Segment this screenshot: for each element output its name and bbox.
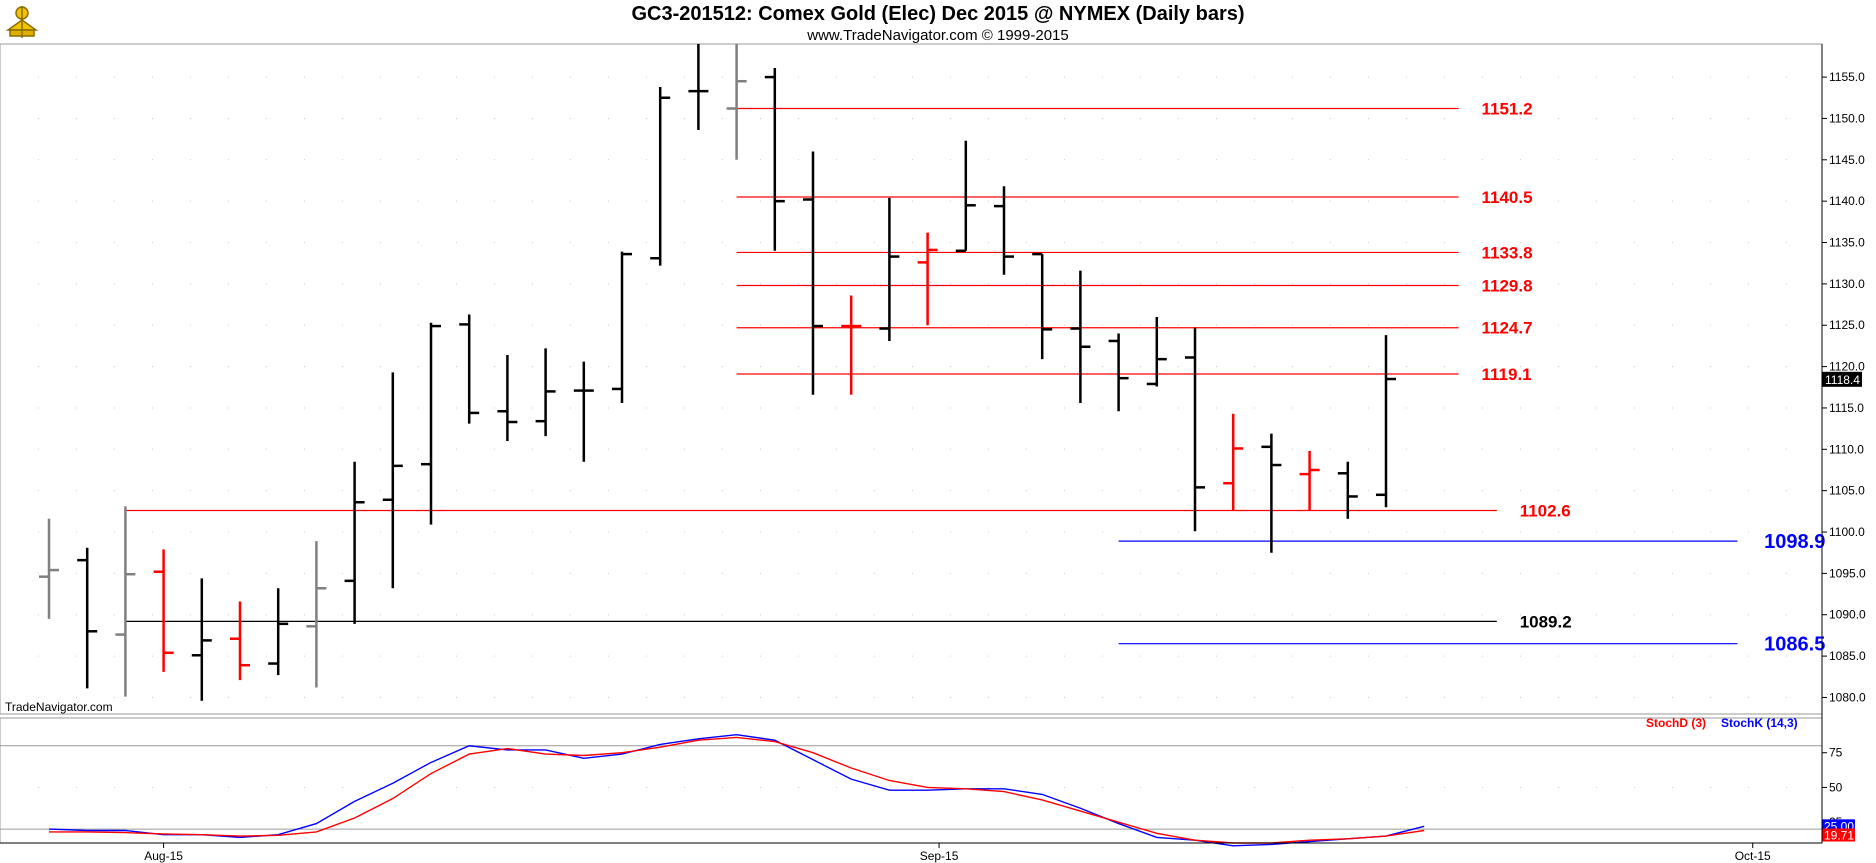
legend-stochk: StochK (14,3): [1721, 716, 1798, 730]
ohlc-bar: [344, 461, 365, 624]
price-tick-label: 1105.0: [1829, 484, 1865, 498]
level-label: 1102.6: [1520, 502, 1571, 521]
ohlc-bar: [115, 506, 136, 697]
ohlc-bar: [1223, 413, 1244, 511]
price-tick-label: 1120.0: [1829, 360, 1865, 374]
ohlc-bar: [1299, 450, 1320, 511]
ohlc-bar: [955, 140, 976, 253]
ohlc-bar: [1146, 316, 1167, 387]
x-tick-label: Oct-15: [1735, 849, 1771, 863]
level-label: 1086.5: [1764, 634, 1825, 656]
ohlc-bar: [1261, 433, 1282, 553]
ohlc-bar: [153, 549, 174, 672]
ohlc-bar: [1070, 270, 1091, 403]
ohlc-bar: [497, 355, 518, 442]
ohlc-bar: [1032, 252, 1053, 360]
ohlc-bar: [1185, 327, 1205, 532]
x-tick-label: Sep-15: [920, 849, 959, 863]
ohlc-bar: [841, 295, 862, 395]
level-label: 1133.8: [1482, 243, 1533, 262]
stochastic-panel-frame: [0, 717, 1823, 844]
ohlc-bar: [306, 541, 327, 688]
ohlc-bar: [994, 186, 1014, 275]
price-tick-label: 1110.0: [1829, 442, 1864, 456]
price-tick-label: 1085.0: [1829, 649, 1866, 663]
chart-header: GC3-201512: Comex Gold (Elec) Dec 2015 @…: [0, 0, 1824, 44]
ohlc-bar: [230, 601, 250, 681]
ohlc-bar: [459, 314, 480, 424]
level-label: 1098.9: [1764, 531, 1825, 553]
price-panel: 1080.0 1085.0 1090.0 1095.0 1100.0 1105.0 1110…: [0, 43, 1866, 715]
ohlc-bar: [917, 232, 938, 326]
watermark-text: TradeNavigator.com: [5, 700, 113, 714]
ohlc-bar: [382, 372, 403, 589]
level-label: 1119.1: [1482, 365, 1532, 384]
legend-stochd: StochD (3): [1646, 716, 1706, 730]
price-tick-label: 1125.0: [1829, 318, 1865, 332]
stoch-tick-label: 50: [1829, 780, 1843, 794]
chart-subtitle: www.TradeNavigator.com © 1999-2015: [807, 27, 1069, 44]
ohlc-bar: [1337, 461, 1358, 519]
price-tick-label: 1090.0: [1829, 608, 1866, 622]
stochd-line: [49, 736, 1425, 844]
ohlc-bar: [650, 87, 671, 266]
price-tick-label: 1080.0: [1829, 690, 1866, 704]
ohlc-bar: [612, 251, 632, 403]
ohlc-bar: [39, 518, 59, 619]
ohlc-bar: [803, 151, 823, 395]
stochd-last-label: 19.71: [1824, 829, 1854, 843]
ohlc-bar: [573, 361, 594, 462]
level-label: 1129.8: [1482, 277, 1533, 296]
price-tick-label: 1145.0: [1829, 153, 1865, 167]
level-label: 1124.7: [1482, 319, 1533, 338]
ohlc-bar: [1108, 333, 1129, 412]
price-tick-label: 1095.0: [1829, 566, 1866, 580]
ohlc-bar: [764, 67, 785, 251]
price-tick-label: 1115.0: [1829, 401, 1864, 415]
ohlc-bar: [421, 322, 441, 525]
level-label: 1151.2: [1482, 100, 1533, 119]
x-tick-label: Aug-15: [144, 849, 183, 863]
ohlc-bar: [77, 547, 98, 689]
ohlc-bar: [535, 348, 556, 437]
level-label: 1089.2: [1520, 612, 1572, 631]
level-label: 1140.5: [1482, 188, 1533, 207]
ohlc-bar: [191, 578, 212, 701]
price-tick-label: 1135.0: [1829, 236, 1865, 250]
price-tick-label: 1130.0: [1829, 277, 1865, 291]
ohlc-bar: [268, 588, 289, 676]
ohlc-bar: [879, 197, 900, 341]
stoch-tick-label: 75: [1829, 746, 1843, 760]
price-tick-label: 1100.0: [1829, 525, 1865, 539]
ohlc-bar: [1376, 335, 1396, 508]
ohlc-bar: [688, 44, 709, 131]
price-tick-label: 1140.0: [1829, 194, 1865, 208]
stochd-last-box: [1822, 828, 1855, 842]
ohlc-bar: [726, 44, 747, 160]
chart-title: GC3-201512: Comex Gold (Elec) Dec 2015 @…: [631, 3, 1245, 25]
price-tick-label: 1150.0: [1829, 111, 1865, 125]
last-price-box: [1822, 371, 1862, 387]
price-tick-label: 1155.0: [1829, 70, 1865, 84]
trade-navigator-logo-icon: [5, 6, 39, 38]
last-price-label: 1118.4: [1825, 373, 1860, 387]
price-panel-frame: [0, 43, 1823, 715]
